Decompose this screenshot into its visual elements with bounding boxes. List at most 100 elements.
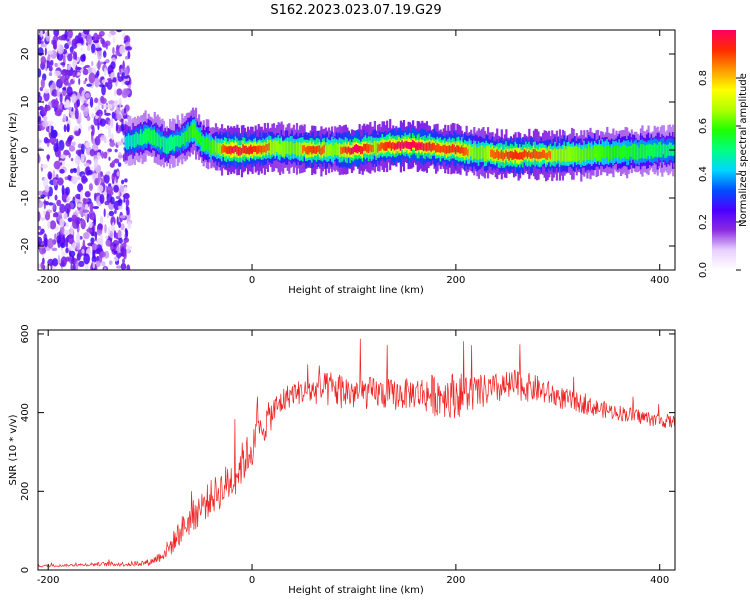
noise-blob (41, 107, 47, 117)
ridge-cell (433, 143, 436, 151)
ridge-cell (496, 149, 499, 158)
ridge-cell (642, 144, 646, 159)
ridge-cell (512, 152, 516, 160)
ridge-cell (280, 138, 283, 155)
noise-blob (54, 97, 59, 109)
ridge-cell (424, 143, 427, 151)
ridge-cell (520, 152, 523, 160)
ridge-cell (135, 131, 138, 147)
noise-blob (62, 87, 67, 91)
noise-blob (70, 157, 74, 162)
ridge-cell (246, 147, 250, 154)
ridge-cell (447, 146, 450, 153)
noise-blob (117, 72, 120, 79)
ridge-cell (150, 130, 153, 144)
ridge-cell (442, 144, 445, 153)
ridge-cell (387, 141, 390, 149)
noise-blob (94, 177, 100, 186)
ridge-cell (269, 139, 273, 156)
ridge-cell (619, 146, 623, 160)
noise-blob (38, 36, 42, 45)
ridge-cell (147, 128, 150, 142)
ridge-cell (295, 141, 299, 157)
noise-blob (54, 233, 57, 240)
noise-blob (74, 199, 81, 203)
spectrogram-y-tick-label: -10 (20, 190, 31, 206)
ridge-cell (382, 143, 386, 151)
ridge-cell (615, 144, 618, 158)
ridge-cell (363, 143, 366, 152)
ridge-cell (378, 144, 381, 151)
ridge-cell (404, 142, 407, 147)
ridge-cell (257, 145, 260, 154)
noise-blob (64, 82, 72, 87)
noise-blob (105, 43, 108, 50)
ridge-cell (286, 141, 289, 154)
ridge-cell (259, 145, 262, 153)
ridge-cell (540, 151, 543, 159)
noise-blob (118, 98, 122, 104)
ridge-cell (312, 145, 315, 154)
ridge-cell (366, 143, 369, 153)
noise-blob (67, 217, 73, 223)
ridge-cell (600, 145, 603, 162)
ridge-cell (262, 145, 265, 153)
ridge-cell (399, 144, 403, 149)
snr-panel: -200 0 200 400 0 200 400 600 Height of straigh… (8, 324, 676, 596)
ridge-cell (327, 144, 331, 157)
ridge-cell (624, 144, 627, 157)
ridge-cell (448, 145, 451, 154)
noise-blob (65, 99, 71, 108)
noise-blob (59, 168, 65, 174)
colorbar-tick-label: 0.8 (698, 70, 709, 86)
noise-blob (72, 72, 76, 78)
ridge-cell (398, 142, 401, 147)
noise-blob (52, 39, 57, 50)
ridge-cell (407, 143, 410, 148)
noise-blob (80, 47, 83, 52)
noise-blob (92, 261, 95, 270)
noise-blob (99, 216, 104, 225)
noise-blob (67, 30, 73, 39)
noise-blob (91, 61, 94, 67)
ridge-cell (243, 145, 247, 154)
noise-blob (51, 247, 58, 252)
noise-blob (115, 265, 122, 269)
colorbar-tick-label: 0.4 (698, 166, 709, 182)
noise-blob (53, 30, 60, 37)
ridge-cell (170, 134, 173, 151)
ridge-cell (453, 144, 456, 153)
ridge-cell (650, 144, 653, 156)
noise-blob (112, 46, 115, 55)
noise-blob (41, 164, 48, 169)
noise-blob (74, 155, 81, 165)
noise-blob (57, 132, 61, 138)
ridge-cell (132, 134, 135, 147)
ridge-cell (298, 141, 302, 158)
ridge-cell (517, 153, 520, 160)
ridge-cell (329, 143, 332, 156)
noise-blob (71, 214, 78, 223)
ridge-cell (133, 133, 137, 148)
noise-blob (117, 162, 122, 167)
noise-blob (46, 139, 51, 144)
noise-blob (82, 68, 89, 76)
noise-blob (88, 72, 96, 84)
noise-blob (42, 115, 48, 122)
noise-blob (117, 245, 120, 254)
noise-blob (42, 96, 45, 106)
ridge-cell (152, 129, 155, 146)
noise-blob (64, 70, 70, 81)
ridge-cell (190, 125, 193, 138)
ridge-cell (590, 146, 594, 161)
noise-blob (118, 238, 123, 244)
ridge-cell (555, 149, 558, 162)
noise-blob (42, 177, 49, 188)
ridge-cell (248, 146, 251, 155)
ridge-cell (641, 144, 644, 158)
noise-blob (124, 80, 131, 85)
ridge-cell (395, 144, 398, 149)
noise-blob (53, 160, 61, 170)
noise-blob (101, 84, 106, 96)
